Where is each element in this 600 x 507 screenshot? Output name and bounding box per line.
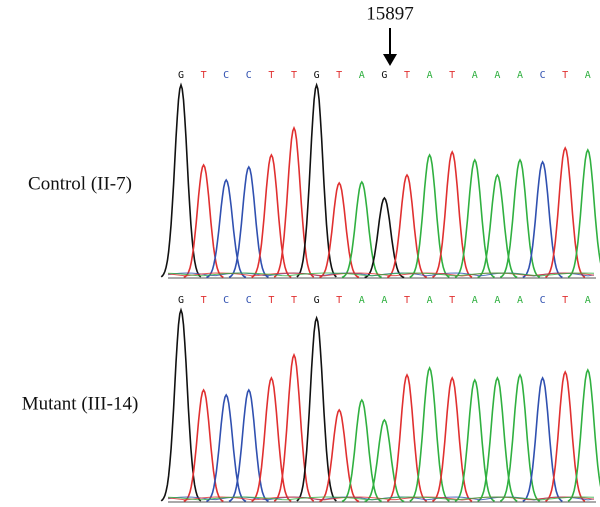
base-call: G xyxy=(178,295,184,306)
trace-peak xyxy=(160,82,202,278)
trace-peak xyxy=(319,408,360,503)
base-call: A xyxy=(427,295,433,306)
trace-peak xyxy=(364,418,405,503)
trace-peak xyxy=(386,373,428,502)
base-call: C xyxy=(540,295,546,306)
base-call: A xyxy=(585,295,591,306)
base-call: T xyxy=(291,70,297,81)
trace-peak xyxy=(522,160,563,279)
base-call: T xyxy=(562,295,568,306)
noise-trace xyxy=(167,272,595,277)
trace-peak xyxy=(386,173,428,279)
trace-peak xyxy=(522,376,563,502)
trace-peak xyxy=(228,165,269,279)
base-call: A xyxy=(359,70,365,81)
trace-peak xyxy=(341,398,382,503)
trace-peak xyxy=(545,146,586,278)
trace-peak xyxy=(477,173,518,279)
base-call: C xyxy=(223,295,229,306)
trace-peak xyxy=(409,366,450,502)
trace-peak xyxy=(296,315,337,502)
trace-peak xyxy=(567,148,600,278)
base-call: T xyxy=(336,295,342,306)
arrow-head xyxy=(383,54,397,66)
base-call: T xyxy=(268,295,274,306)
base-call: T xyxy=(201,295,207,306)
trace-peak xyxy=(273,125,315,278)
base-call: T xyxy=(404,70,410,81)
base-call: A xyxy=(494,70,500,81)
trace-peak xyxy=(499,158,541,279)
trace-peak xyxy=(183,163,224,279)
trace-peak xyxy=(319,181,360,279)
base-call: T xyxy=(201,70,207,81)
panel-label: Mutant (III-14) xyxy=(22,393,139,414)
base-call: C xyxy=(540,70,546,81)
base-call: T xyxy=(336,70,342,81)
trace-peak xyxy=(567,368,600,502)
trace-peak xyxy=(454,158,495,279)
base-call: A xyxy=(427,70,433,81)
trace-peak xyxy=(545,370,586,502)
trace-peak xyxy=(499,373,541,502)
base-call: A xyxy=(517,70,523,81)
base-call: A xyxy=(381,295,387,306)
trace-peak xyxy=(477,376,518,502)
noise-trace xyxy=(167,496,595,501)
trace-peak xyxy=(454,378,496,502)
base-call: T xyxy=(291,295,297,306)
base-call: C xyxy=(246,295,252,306)
trace-peak xyxy=(364,196,405,279)
trace-peak xyxy=(341,180,382,279)
position-label: 15897 xyxy=(366,3,414,24)
base-call: A xyxy=(585,70,591,81)
trace-peak xyxy=(432,150,473,278)
base-call: A xyxy=(517,295,523,306)
trace-peak xyxy=(228,388,269,503)
trace-peak xyxy=(183,388,224,503)
base-call: G xyxy=(314,295,320,306)
panel-label: Control (II-7) xyxy=(28,173,132,194)
base-call: T xyxy=(562,70,568,81)
base-call: G xyxy=(381,70,387,81)
base-call: A xyxy=(359,295,365,306)
base-call: A xyxy=(494,295,500,306)
trace-peak xyxy=(160,307,202,502)
base-call: T xyxy=(268,70,274,81)
base-call: G xyxy=(178,70,184,81)
base-call: T xyxy=(449,295,455,306)
trace-peak xyxy=(296,82,337,278)
trace-peak xyxy=(206,178,247,279)
base-call: G xyxy=(314,70,320,81)
base-call: C xyxy=(223,70,229,81)
trace-peak xyxy=(206,393,247,503)
base-call: T xyxy=(449,70,455,81)
base-call: T xyxy=(404,295,410,306)
base-call: A xyxy=(472,70,478,81)
base-call: C xyxy=(246,70,252,81)
trace-peak xyxy=(251,153,292,278)
trace-peak xyxy=(409,153,450,278)
trace-peak xyxy=(431,376,473,502)
trace-peak xyxy=(251,376,292,502)
base-call: A xyxy=(472,295,478,306)
trace-peak xyxy=(273,352,315,502)
